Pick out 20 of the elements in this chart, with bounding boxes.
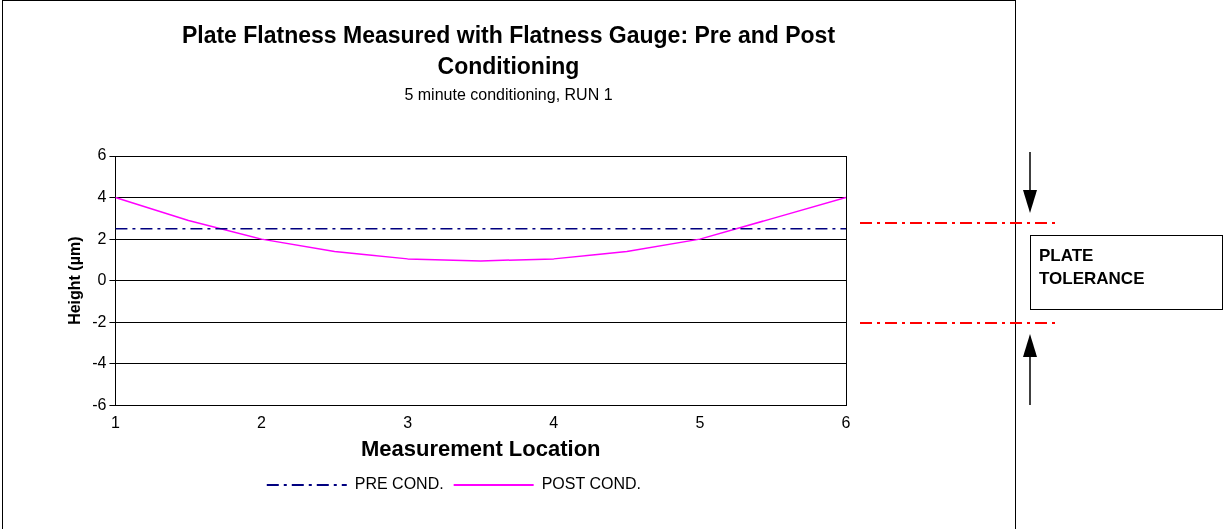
x-axis-title: Measurement Location — [360, 435, 601, 461]
x-tick-label: 5 — [695, 414, 705, 432]
x-tick-label: 4 — [549, 414, 559, 432]
chart-title: Plate Flatness Measured with Flatness Gauge: Pre and Post Conditioning — [180, 21, 837, 81]
y-tick-label: -6 — [92, 395, 107, 413]
y-tick-label: 2 — [97, 229, 107, 247]
y-tick-label: 0 — [97, 271, 107, 289]
x-tick-label: 6 — [841, 414, 851, 432]
y-tick-label: -4 — [92, 354, 107, 372]
x-tick-label: 1 — [110, 414, 120, 432]
y-axis-title: Height (µm) — [66, 236, 84, 325]
y-tick-label: 6 — [97, 146, 107, 164]
legend-label: POST COND. — [541, 475, 641, 493]
text: PLATE TOLERANCE — [1039, 245, 1146, 290]
x-tick-label: 2 — [257, 414, 267, 432]
x-tick-label: 3 — [403, 414, 413, 432]
y-tick-label: -2 — [92, 312, 107, 330]
y-tick-label: 4 — [97, 187, 107, 205]
legend-label: PRE COND. — [354, 475, 444, 493]
chart-subtitle: 5 minute conditioning, RUN 1 — [403, 86, 614, 104]
